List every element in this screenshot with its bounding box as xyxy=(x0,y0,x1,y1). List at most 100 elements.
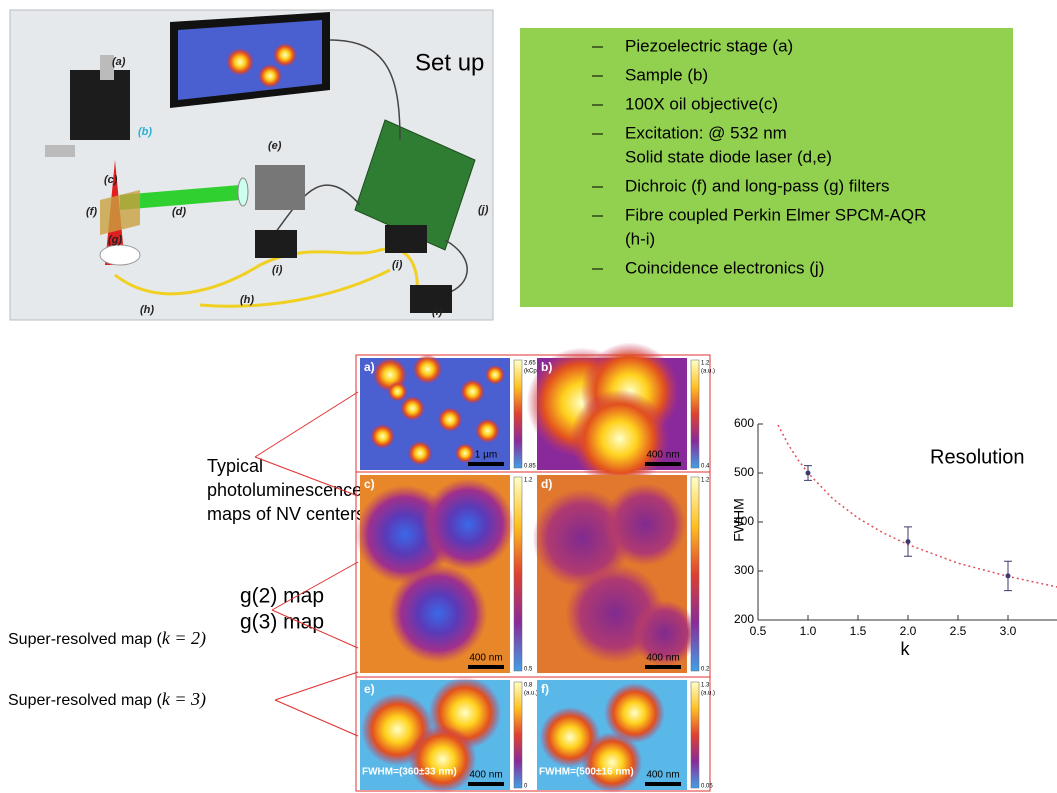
caption: photoluminescence xyxy=(207,480,362,500)
x-tick-label: 3.0 xyxy=(1000,624,1017,638)
detector xyxy=(410,285,452,313)
connector-lines xyxy=(254,391,359,737)
map-spot xyxy=(421,478,515,571)
setup-label: (d) xyxy=(172,206,186,218)
scale-label: 400 nm xyxy=(469,770,502,781)
scale-label: 400 nm xyxy=(469,653,502,664)
colorbar-min: 0.85 xyxy=(524,464,536,470)
setup-label: (i) xyxy=(272,264,283,276)
setup-label: (f) xyxy=(86,206,97,218)
caption-part: Super-resolved map ( xyxy=(8,692,163,709)
caption: g(2) map xyxy=(240,585,324,608)
captions: Typical photoluminescence maps of NV cen… xyxy=(8,391,365,737)
setup-label: (c) xyxy=(104,174,118,186)
map-panel: 1.2 0.5 c) 400 nm xyxy=(355,475,533,673)
caption-variable: k xyxy=(162,628,171,648)
map-spot xyxy=(388,564,488,664)
scale-bar xyxy=(645,782,681,786)
setup-label: (g) xyxy=(108,234,122,246)
screen-spot xyxy=(226,48,254,76)
caption-part: = 3) xyxy=(170,689,206,710)
dichroic-filter xyxy=(100,190,140,235)
map-spot xyxy=(400,396,425,421)
detector xyxy=(385,225,427,253)
colorbar-unit: (a.u.) xyxy=(701,691,715,697)
y-tick-label: 200 xyxy=(734,612,754,626)
setup-label: (h) xyxy=(240,294,254,306)
colorbar-unit: (a.u.) xyxy=(524,691,538,697)
laser-beam-green xyxy=(120,185,240,210)
map-panel: 2.65 (kCps) 0.85 a) 1 µm xyxy=(360,354,542,470)
map-spot xyxy=(581,732,643,793)
components-box xyxy=(520,28,1013,307)
screen-spot xyxy=(258,64,282,88)
connector xyxy=(254,391,359,458)
x-tick-label: 2.5 xyxy=(950,624,967,638)
data-point xyxy=(905,539,911,545)
setup-label: (i) xyxy=(392,259,403,271)
setup-label: (e) xyxy=(268,140,282,152)
map-spot xyxy=(460,379,485,404)
scale-label: 1 µm xyxy=(475,450,497,461)
setup-illustration: Set up (a) (b) (c) (d) (e) (f) (g) (h) (h) (i) (i)… xyxy=(9,9,494,321)
scale-bar xyxy=(645,665,681,669)
scale-bar xyxy=(645,462,681,466)
component-text: Piezoelectric stage (a) xyxy=(625,36,793,55)
caption-part: = 2) xyxy=(170,628,206,649)
colorbar-unit: (a.u.) xyxy=(701,369,715,375)
data-point xyxy=(805,470,811,476)
detector xyxy=(255,230,297,258)
map-panel: 1.2 (a.u.) 0.4 b) 400 nm xyxy=(526,342,715,488)
colorbar xyxy=(513,359,523,469)
setup-title: Set up xyxy=(415,49,484,76)
connector xyxy=(274,699,359,737)
y-tick-label: 400 xyxy=(734,514,754,528)
component-text: Dichroic (f) and long-pass (g) filters xyxy=(625,176,890,195)
setup-label: (j) xyxy=(478,204,489,216)
map-label: e) xyxy=(364,682,375,696)
setup-label: (i) xyxy=(432,306,443,318)
connector xyxy=(271,561,359,611)
map-spot xyxy=(408,725,477,793)
component-text: 100X oil objective(c) xyxy=(625,94,778,113)
data-point xyxy=(1005,573,1011,579)
filter-g xyxy=(99,244,141,266)
fwhm-note: FWHM=(500±16 nm) xyxy=(539,767,634,778)
x-tick-label: 1.0 xyxy=(800,624,817,638)
stage-knob xyxy=(45,145,75,157)
circuit-board xyxy=(354,119,476,251)
components-list: Piezoelectric stage (a) Sample (b) 100X oi… xyxy=(592,36,926,277)
screen-spot xyxy=(273,43,297,67)
caption: Super-resolved map (k = 3) xyxy=(8,689,206,710)
map-spot xyxy=(475,418,500,444)
scale-bar xyxy=(468,462,504,466)
x-tick-label: 2.0 xyxy=(900,624,917,638)
map-label: c) xyxy=(364,477,375,491)
colorbar-min: 0.05 xyxy=(701,784,713,790)
map-panel: 0.8 (a.u.) 0 e) 400 nm FWHM=(360±33 nm) xyxy=(360,676,538,793)
colorbar-min: 0 xyxy=(524,784,528,790)
map-spot xyxy=(387,381,408,402)
map-spot xyxy=(455,443,475,464)
colorbar xyxy=(690,681,700,789)
maps-frame xyxy=(355,354,711,792)
y-tick-label: 500 xyxy=(734,465,754,479)
colorbar-max: 1.3 xyxy=(701,683,710,689)
colorbar xyxy=(513,681,523,789)
map-spot xyxy=(604,682,665,744)
y-tick-label: 300 xyxy=(734,563,754,577)
chart-title: Resolution xyxy=(930,446,1025,468)
x-axis-label: k xyxy=(901,639,911,659)
map-label: b) xyxy=(541,360,552,374)
scale-bar xyxy=(468,665,504,669)
colorbar-min: 0.2 xyxy=(701,667,710,673)
connector xyxy=(271,609,359,649)
colorbar-unit: (kCps) xyxy=(524,369,542,375)
stage-knob xyxy=(100,55,114,80)
lens xyxy=(237,177,249,207)
component-text: Sample (b) xyxy=(625,65,708,84)
component-text: Excitation: @ 532 nm xyxy=(625,123,787,142)
map-spot xyxy=(437,407,463,432)
colorbar-max: 1.2 xyxy=(701,361,710,367)
